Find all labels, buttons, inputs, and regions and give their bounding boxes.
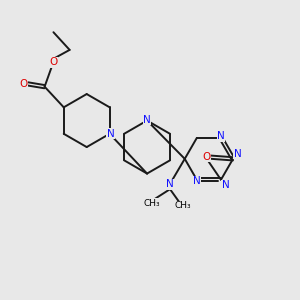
Text: O: O [49,57,58,67]
Text: O: O [203,152,211,162]
Text: CH₃: CH₃ [174,201,191,210]
Text: N: N [217,131,225,142]
Text: N: N [166,179,174,190]
Text: N: N [107,129,115,139]
Text: N: N [193,176,201,186]
Text: N: N [234,148,241,158]
Text: O: O [19,79,27,89]
Text: N: N [221,180,229,190]
Text: CH₃: CH₃ [143,199,160,208]
Text: N: N [143,115,151,125]
